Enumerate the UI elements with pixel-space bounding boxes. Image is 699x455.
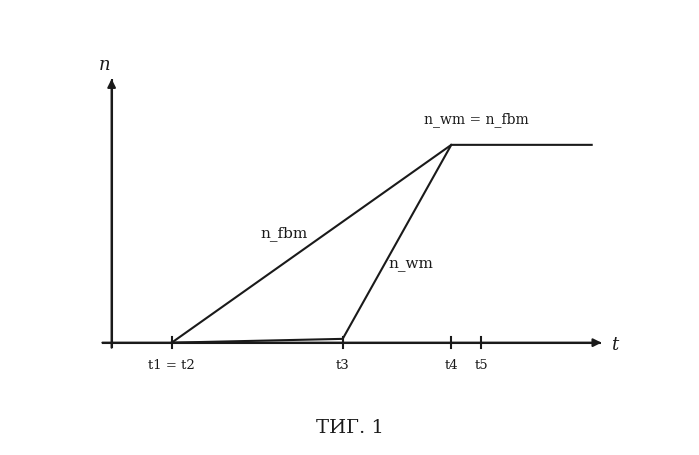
Text: t: t <box>611 336 618 354</box>
Text: ΤИГ. 1: ΤИГ. 1 <box>315 419 384 437</box>
Text: n_wm: n_wm <box>389 257 433 271</box>
Text: n_fbm: n_fbm <box>260 226 308 241</box>
Text: n_wm = n_fbm: n_wm = n_fbm <box>424 112 529 127</box>
Text: t5: t5 <box>475 359 488 372</box>
Text: n: n <box>99 56 110 74</box>
Text: t1 = t2: t1 = t2 <box>148 359 195 372</box>
Text: t4: t4 <box>445 359 458 372</box>
Text: t3: t3 <box>336 359 350 372</box>
